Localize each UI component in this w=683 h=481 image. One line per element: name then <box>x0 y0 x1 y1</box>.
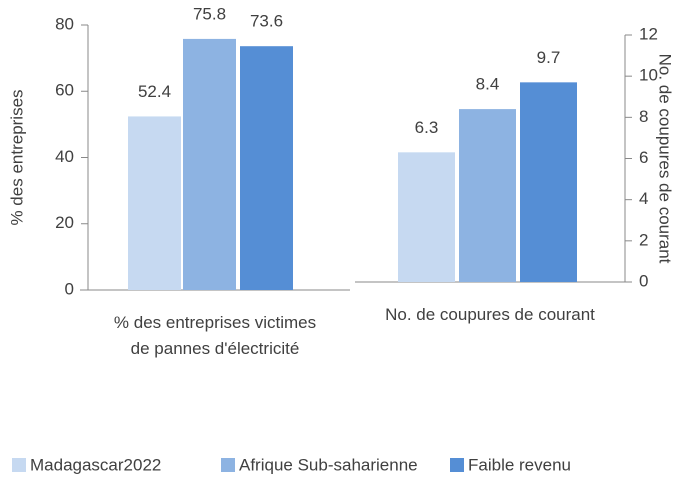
legend-label: Faible revenu <box>468 455 571 474</box>
y-tick-label: 0 <box>639 271 648 290</box>
y-tick-label: 2 <box>639 230 648 249</box>
y-tick-label: 12 <box>639 24 658 43</box>
bar <box>183 38 236 290</box>
y-tick-label: 0 <box>65 279 74 298</box>
y-tick-label: 4 <box>639 189 648 208</box>
bar <box>128 116 181 290</box>
value-label: 52.4 <box>138 82 171 101</box>
bar <box>459 109 516 282</box>
legend-swatch <box>450 458 464 472</box>
x-tick-label: % des entreprises victimes de pannes d'é… <box>113 313 317 358</box>
bar <box>398 152 455 282</box>
y-tick-label: 20 <box>55 213 74 232</box>
bar <box>520 82 577 282</box>
y-tick-label: 80 <box>55 14 74 33</box>
value-label: 9.7 <box>537 48 561 67</box>
value-label: 75.8 <box>193 4 226 23</box>
y-tick-label: 6 <box>639 148 648 167</box>
value-label: 6.3 <box>415 118 439 137</box>
value-label: 8.4 <box>476 75 500 94</box>
legend-label: Afrique Sub-saharienne <box>239 455 418 474</box>
y2-axis-label: No. de coupures de courant <box>656 54 675 264</box>
y-axis-label: % des entreprises <box>7 89 26 225</box>
legend-swatch <box>12 458 26 472</box>
legend-swatch <box>221 458 235 472</box>
value-label: 73.6 <box>250 12 283 31</box>
y-tick-label: 8 <box>639 107 648 126</box>
bar <box>240 46 293 291</box>
legend-label: Madagascar2022 <box>30 455 161 474</box>
y-tick-label: 10 <box>639 66 658 85</box>
x-tick-label: No. de coupures de courant <box>385 305 595 324</box>
y-tick-label: 60 <box>55 81 74 100</box>
y-tick-label: 40 <box>55 147 74 166</box>
